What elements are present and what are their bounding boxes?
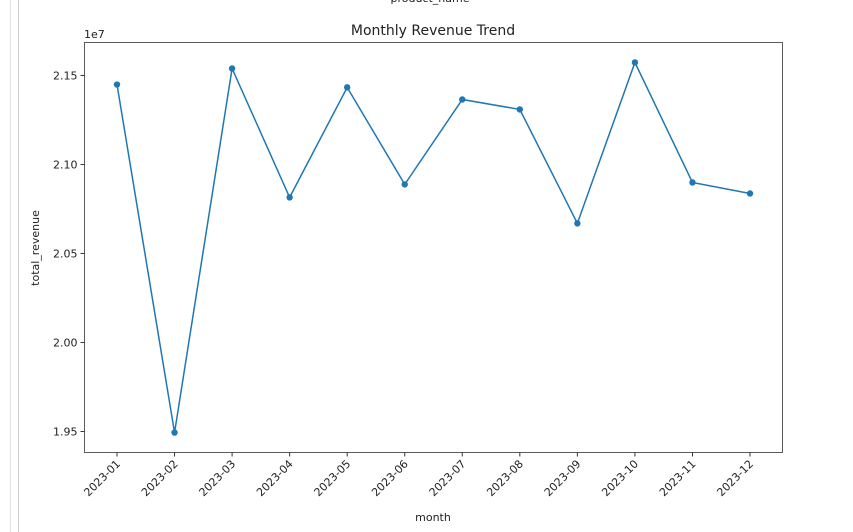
data-point [228,65,236,72]
x-tick-label: 2023-02 [139,457,181,499]
x-tick-label: 2023-08 [484,457,526,499]
data-point [631,59,639,66]
x-tick-label: 2023-07 [427,457,469,499]
y-tick-label: 2.05 [53,247,78,260]
data-point [516,106,524,113]
header-text: product_name [390,0,469,5]
x-tick-label: 2023-11 [657,457,699,499]
y-tick-label: 2.10 [53,158,78,171]
data-point [689,179,696,186]
x-tick-label: 2023-10 [599,457,641,499]
data-point [401,181,408,188]
x-tick-label: 2023-01 [81,457,123,499]
data-point [171,429,178,436]
data-point [113,81,121,88]
y-tick-label: 2.15 [53,69,78,82]
x-tick-label: 2023-03 [197,457,239,499]
data-point [343,84,351,91]
x-tick-label: 2023-06 [369,457,411,499]
data-point [746,190,754,197]
offset-text: 1e7 [84,28,105,41]
data-point [574,220,581,227]
series-line [116,60,751,433]
y-tick-label: 2.00 [53,336,78,349]
x-tick-label: 2023-05 [312,457,354,499]
x-tick-label: 2023-04 [254,457,296,499]
chart-title: Monthly Revenue Trend [351,23,515,39]
x-tick-label: 2023-12 [714,457,756,499]
x-tick-label: 2023-09 [542,457,584,499]
x-axis-label: month [415,511,451,524]
plot-frame [84,42,783,453]
data-point [459,96,466,103]
y-tick-label: 1.95 [53,425,78,438]
y-axis-label: total_revenue [29,210,42,286]
data-point [286,194,293,201]
